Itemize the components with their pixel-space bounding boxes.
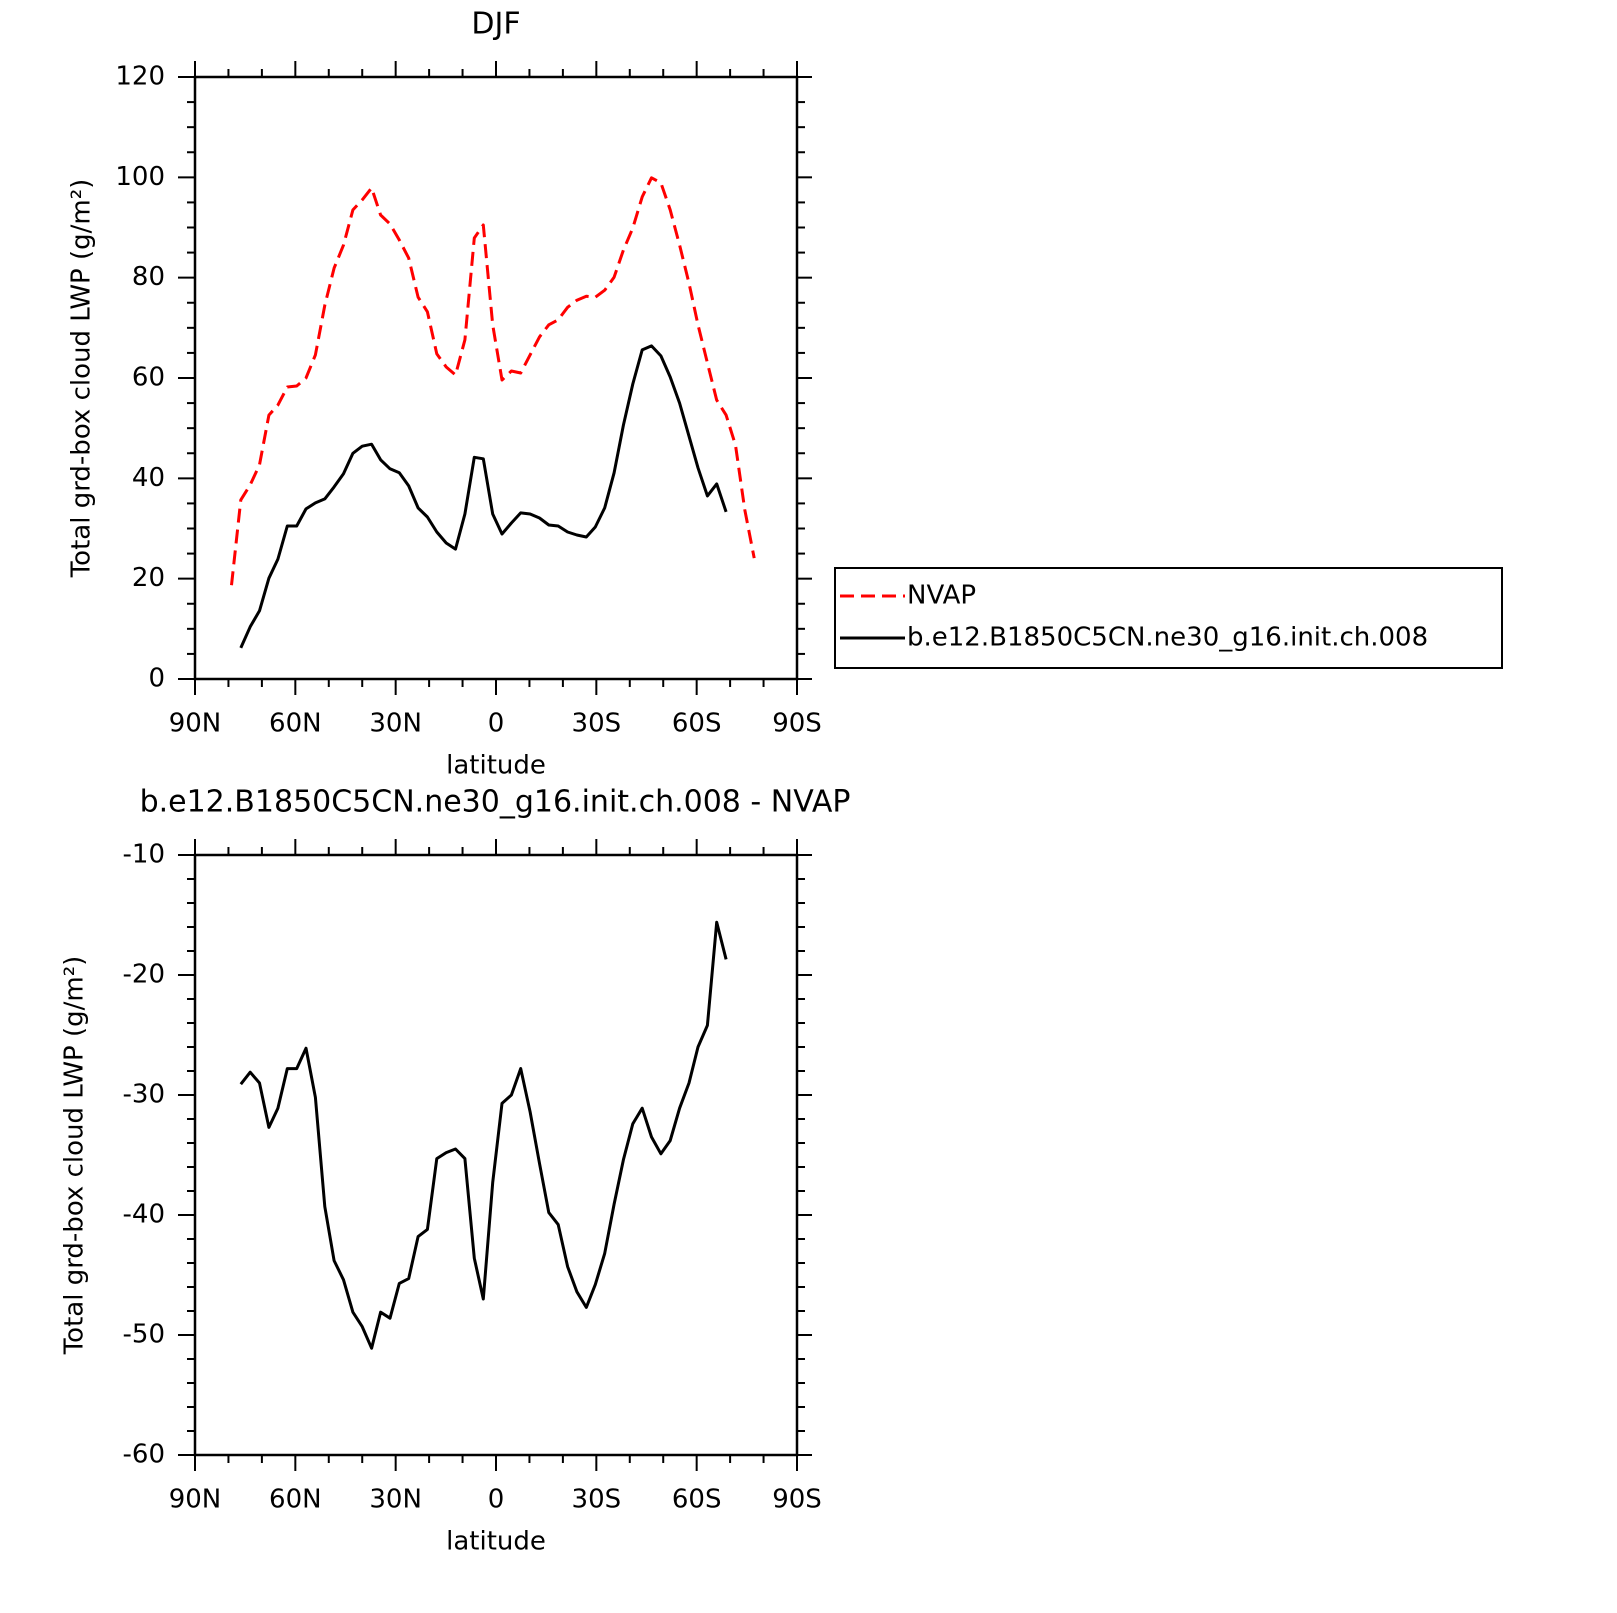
- data-line: [239, 920, 728, 1350]
- x-tick-label: 60S: [672, 1485, 722, 1515]
- x-tick-label: 30S: [572, 1485, 622, 1515]
- y-tick-label: -40: [123, 1200, 165, 1230]
- chart-title: DJF: [471, 7, 520, 42]
- y-tick-label: 20: [132, 563, 165, 593]
- y-tick-label: -20: [123, 960, 165, 990]
- x-tick-label: 60S: [672, 709, 722, 739]
- x-tick-label: 90N: [169, 709, 222, 739]
- y-tick-label: 120: [115, 62, 165, 92]
- y-tick-label: -50: [123, 1320, 165, 1350]
- data-line: [230, 176, 756, 586]
- y-tick-label: 40: [132, 463, 165, 493]
- y-tick-label: 100: [115, 162, 165, 192]
- y-tick-label: -10: [123, 840, 165, 870]
- y-axis-label: Total grd-box cloud LWP (g/m²): [67, 179, 97, 579]
- x-tick-label: 60N: [269, 1485, 322, 1515]
- legend-label: NVAP: [907, 581, 976, 611]
- x-tick-label: 30S: [572, 709, 622, 739]
- x-tick-label: 30N: [369, 1485, 422, 1515]
- x-axis-label: latitude: [446, 751, 546, 781]
- chart-title: b.e12.B1850C5CN.ne30_g16.init.ch.008 - N…: [140, 785, 851, 820]
- x-tick-label: 60N: [269, 709, 322, 739]
- x-tick-label: 90N: [169, 1485, 222, 1515]
- x-tick-label: 90S: [772, 1485, 822, 1515]
- y-tick-label: 80: [132, 262, 165, 292]
- y-tick-label: -60: [123, 1440, 165, 1470]
- plot-frame: [193, 75, 799, 681]
- y-tick-label: 0: [148, 664, 165, 694]
- x-tick-label: 90S: [772, 709, 822, 739]
- x-axis-label: latitude: [446, 1527, 546, 1557]
- y-tick-label: -30: [123, 1080, 165, 1110]
- legend-label: b.e12.B1850C5CN.ne30_g16.init.ch.008: [907, 623, 1428, 653]
- data-line: [239, 344, 728, 649]
- x-tick-label: 30N: [369, 709, 422, 739]
- y-tick-label: 60: [132, 363, 165, 393]
- y-axis-label: Total grd-box cloud LWP (g/m²): [60, 956, 90, 1356]
- legend-box: [834, 567, 1503, 669]
- x-tick-label: 0: [488, 709, 505, 739]
- x-tick-label: 0: [488, 1485, 505, 1515]
